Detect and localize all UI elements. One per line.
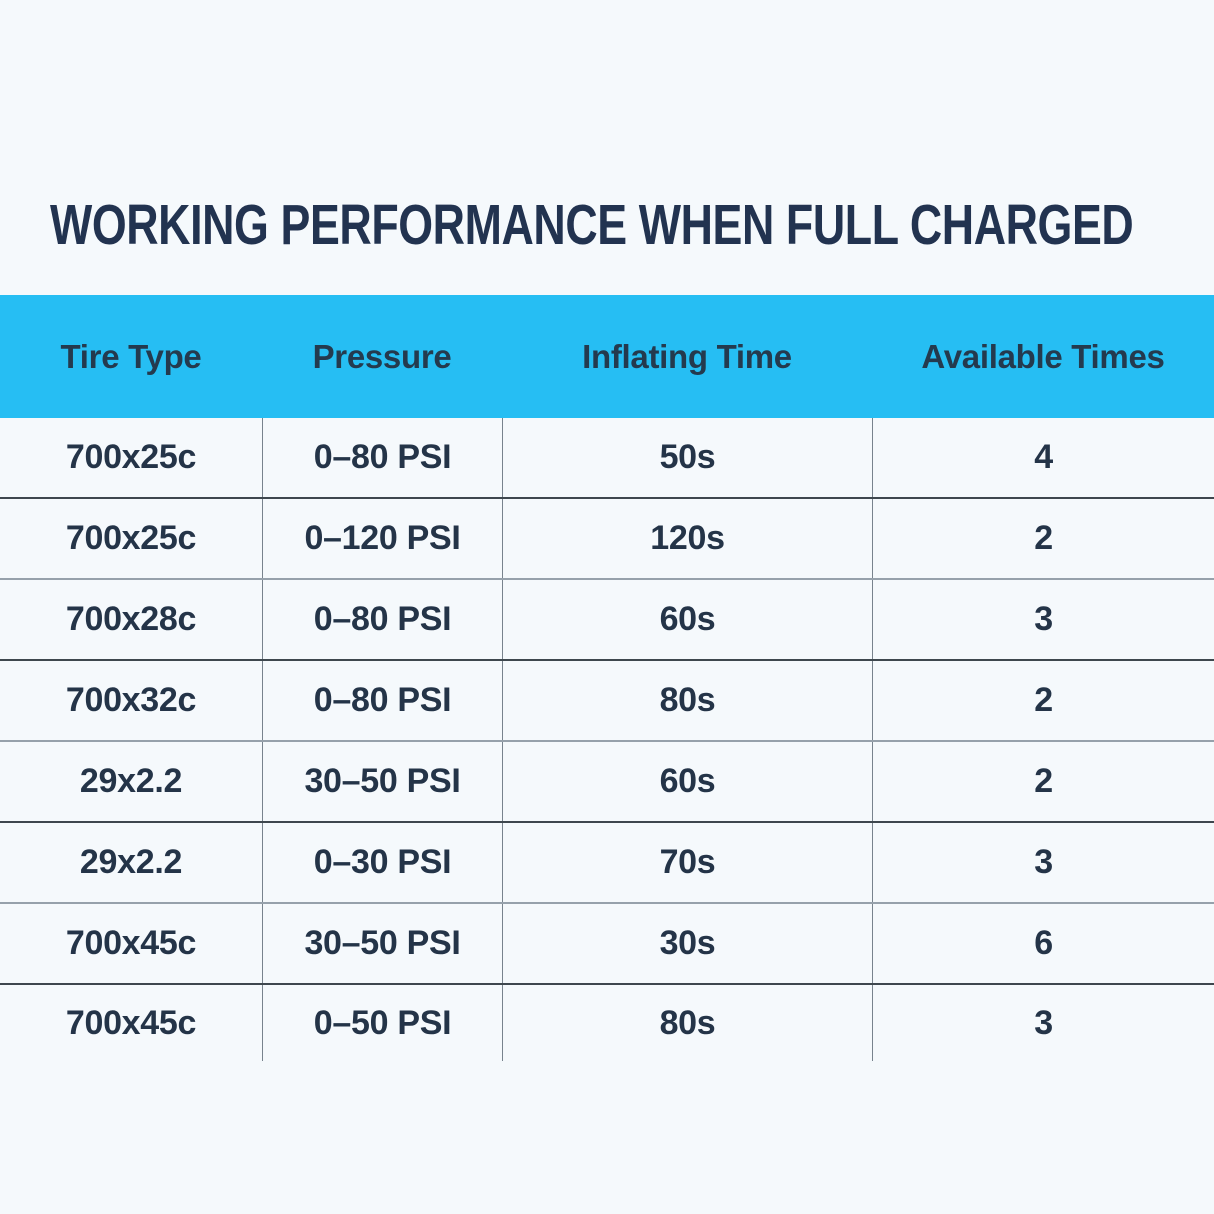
table-cell: 700x25c: [65, 438, 197, 476]
table-cell: 60s: [502, 742, 872, 821]
column-header-inflating-time: Inflating Time: [582, 337, 792, 375]
table-cell: 29x2.2: [79, 843, 183, 881]
table-cell: 2: [872, 499, 1214, 578]
table-cell: 120s: [502, 499, 872, 578]
table-row: 700x25c 0–120 PSI 120s 2: [0, 499, 1214, 580]
table-cell: 60s: [502, 580, 872, 659]
table-row: 700x25c 0–80 PSI 50s 4: [0, 418, 1214, 499]
table-cell: 30–50 PSI: [262, 904, 502, 983]
table-cell: 700x45c: [65, 924, 197, 962]
table-cell: 80s: [502, 985, 872, 1061]
column-header-pressure: Pressure: [312, 337, 452, 375]
table-cell: 80s: [502, 661, 872, 740]
page-title: WORKING PERFORMANCE WHEN FULL CHARGED: [50, 193, 1134, 257]
table-cell: 0–80 PSI: [262, 418, 502, 497]
column-header-tire-type: Tire Type: [60, 337, 202, 375]
table-cell: 2: [872, 661, 1214, 740]
table-cell: 3: [872, 985, 1214, 1061]
table-cell: 30s: [502, 904, 872, 983]
table-cell: 30–50 PSI: [262, 742, 502, 821]
table-cell: 0–80 PSI: [262, 580, 502, 659]
table-cell: 0–80 PSI: [262, 661, 502, 740]
table-cell: 0–120 PSI: [262, 499, 502, 578]
table-row: 700x28c 0–80 PSI 60s 3: [0, 580, 1214, 661]
table-cell: 29x2.2: [79, 762, 183, 800]
table-cell: 700x45c: [65, 1003, 197, 1042]
table-body: 700x25c 0–80 PSI 50s 4 700x25c 0–120 PSI…: [0, 418, 1214, 1061]
table-cell: 0–30 PSI: [262, 823, 502, 902]
table-cell: 700x28c: [65, 600, 197, 638]
table-cell: 700x25c: [65, 519, 197, 557]
table-cell: 700x32c: [65, 681, 197, 719]
table-cell: 6: [872, 904, 1214, 983]
column-header-available-times: Available Times: [921, 337, 1165, 375]
table-row: 29x2.2 0–30 PSI 70s 3: [0, 823, 1214, 904]
table-row: 29x2.2 30–50 PSI 60s 2: [0, 742, 1214, 823]
table-row: 700x45c 0–50 PSI 80s 3: [0, 985, 1214, 1061]
table-cell: 0–50 PSI: [262, 985, 502, 1061]
table-cell: 70s: [502, 823, 872, 902]
table-cell: 2: [872, 742, 1214, 821]
table-row: 700x32c 0–80 PSI 80s 2: [0, 661, 1214, 742]
table-cell: 3: [872, 580, 1214, 659]
table-cell: 50s: [502, 418, 872, 497]
table-cell: 3: [872, 823, 1214, 902]
table-cell: 4: [872, 418, 1214, 497]
table-header-row: Tire Type Pressure Inflating Time Availa…: [0, 295, 1214, 418]
table-row: 700x45c 30–50 PSI 30s 6: [0, 904, 1214, 985]
